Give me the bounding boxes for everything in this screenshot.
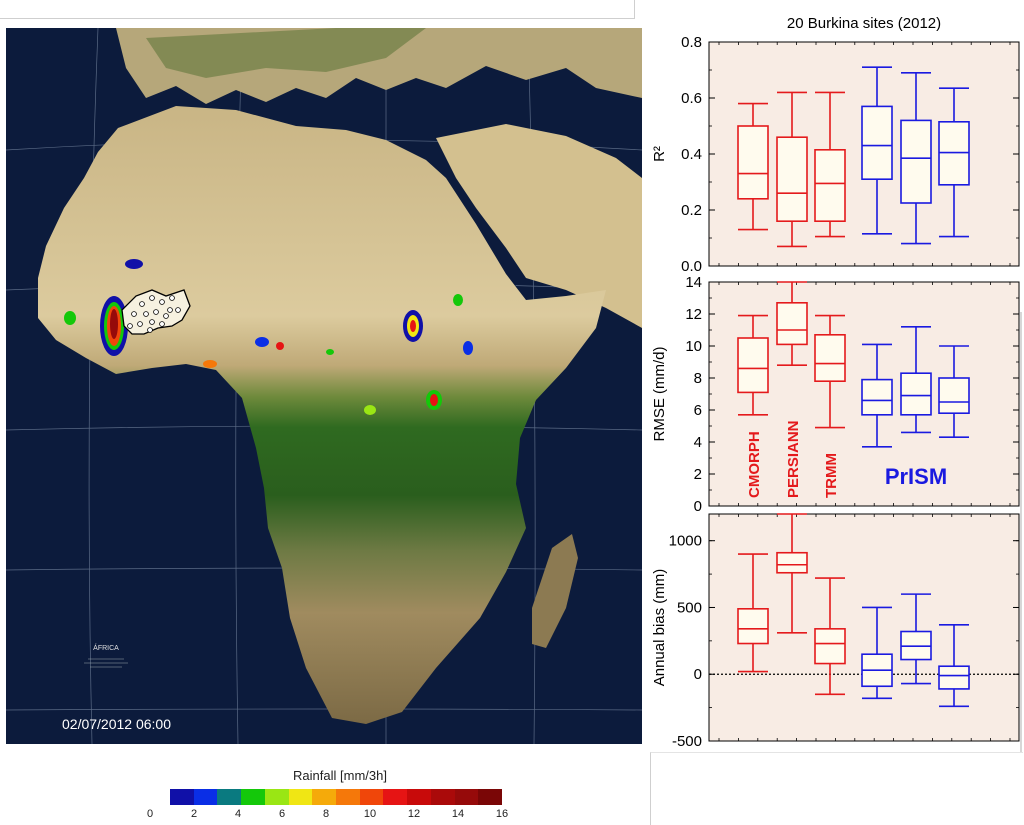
colorbar [170, 789, 503, 805]
africa-rainfall-map: ÁFRICA [6, 28, 642, 744]
colorbar-cell [407, 789, 431, 805]
box-iqr [900, 372, 932, 416]
map-timestamp: 02/07/2012 06:00 [62, 716, 171, 732]
arabia-land [436, 124, 642, 328]
colorbar-cell [478, 789, 503, 805]
header-frame [0, 0, 635, 19]
y-tick-label: 0.2 [681, 202, 702, 219]
colorbar-tick-label: 10 [363, 808, 377, 820]
madagascar [532, 534, 578, 648]
y-tick-label: 8 [694, 370, 702, 387]
box-iqr [900, 119, 932, 204]
box-iqr [861, 378, 893, 416]
y-tick-label: 12 [685, 306, 702, 323]
box-iqr [938, 665, 970, 690]
colorbar-tick-label: 0 [146, 808, 154, 820]
y-tick-label: 0 [694, 666, 702, 683]
box-iqr [814, 149, 846, 223]
y-tick-label: 14 [685, 274, 702, 291]
product-label: CMORPH [746, 431, 763, 498]
y-tick-label: 1000 [669, 533, 702, 550]
colorbar-cell [193, 789, 218, 805]
colorbar-cell [359, 789, 384, 805]
y-axis-label: RMSE (mm/d) [651, 347, 668, 442]
box-iqr [776, 551, 808, 574]
box-iqr [861, 105, 893, 181]
box-iqr [814, 628, 846, 665]
colorbar-ticks: 0 2 4 6 8 10 12 14 16 [0, 808, 1024, 824]
y-tick-label: 2 [694, 466, 702, 483]
colorbar-cell [264, 789, 289, 805]
box-iqr [737, 337, 769, 394]
continent-label: ÁFRICA [93, 643, 119, 652]
colorbar-cell [336, 789, 360, 805]
rainfall-cells [64, 259, 473, 415]
colorbar-cell [217, 789, 242, 805]
colorbar-tick-label: 8 [322, 808, 330, 820]
y-tick-label: 0 [694, 498, 702, 515]
colorbar-tick-label: 16 [495, 808, 509, 820]
boxplot-panels: 0.0 0.2 0.4 0.6 0.8 R² 20 Burkina sites (2012)… [651, 15, 1020, 750]
y-tick-label: 6 [694, 402, 702, 419]
box-iqr [776, 301, 808, 346]
colorbar-tick-label: 6 [278, 808, 286, 820]
chart-title: 20 Burkina sites (2012) [787, 15, 941, 32]
y-tick-label: -500 [672, 733, 702, 750]
colorbar-cell [430, 789, 455, 805]
colorbar-tick-label: 2 [190, 808, 198, 820]
y-axis-label: R² [651, 146, 668, 162]
europe-green [146, 28, 426, 78]
y-tick-label: 4 [694, 434, 702, 451]
colorbar-cell [383, 789, 408, 805]
burkina-sites [127, 295, 181, 333]
colorbar-cell [170, 789, 194, 805]
colorbar-cell [312, 789, 337, 805]
side-rule [1020, 312, 1022, 752]
box-iqr [938, 377, 970, 415]
product-label: PrISM [885, 464, 947, 489]
colorbar-tick-label: 4 [234, 808, 242, 820]
box-iqr [814, 333, 846, 382]
y-tick-label: 0.6 [681, 90, 702, 107]
colorbar-cell [454, 789, 479, 805]
box-iqr [776, 136, 808, 222]
y-tick-label: 0.4 [681, 146, 702, 163]
y-tick-label: 10 [685, 338, 702, 355]
colorbar-tick-label: 12 [407, 808, 421, 820]
colorbar-tick-label: 14 [451, 808, 465, 820]
colorbar-title: Rainfall [mm/3h] [293, 768, 387, 783]
box-iqr [737, 125, 769, 200]
y-axis-label: Annual bias (mm) [651, 569, 668, 687]
colorbar-cell [288, 789, 313, 805]
product-label: TRMM [823, 453, 840, 498]
africa-land [38, 106, 606, 724]
y-tick-label: 0.8 [681, 34, 702, 51]
lower-frame [650, 752, 1023, 825]
colorbar-cell [241, 789, 265, 805]
y-tick-label: 0.0 [681, 258, 702, 275]
box-iqr [737, 608, 769, 645]
product-label: PERSIANN [785, 420, 802, 498]
y-tick-label: 500 [677, 599, 702, 616]
